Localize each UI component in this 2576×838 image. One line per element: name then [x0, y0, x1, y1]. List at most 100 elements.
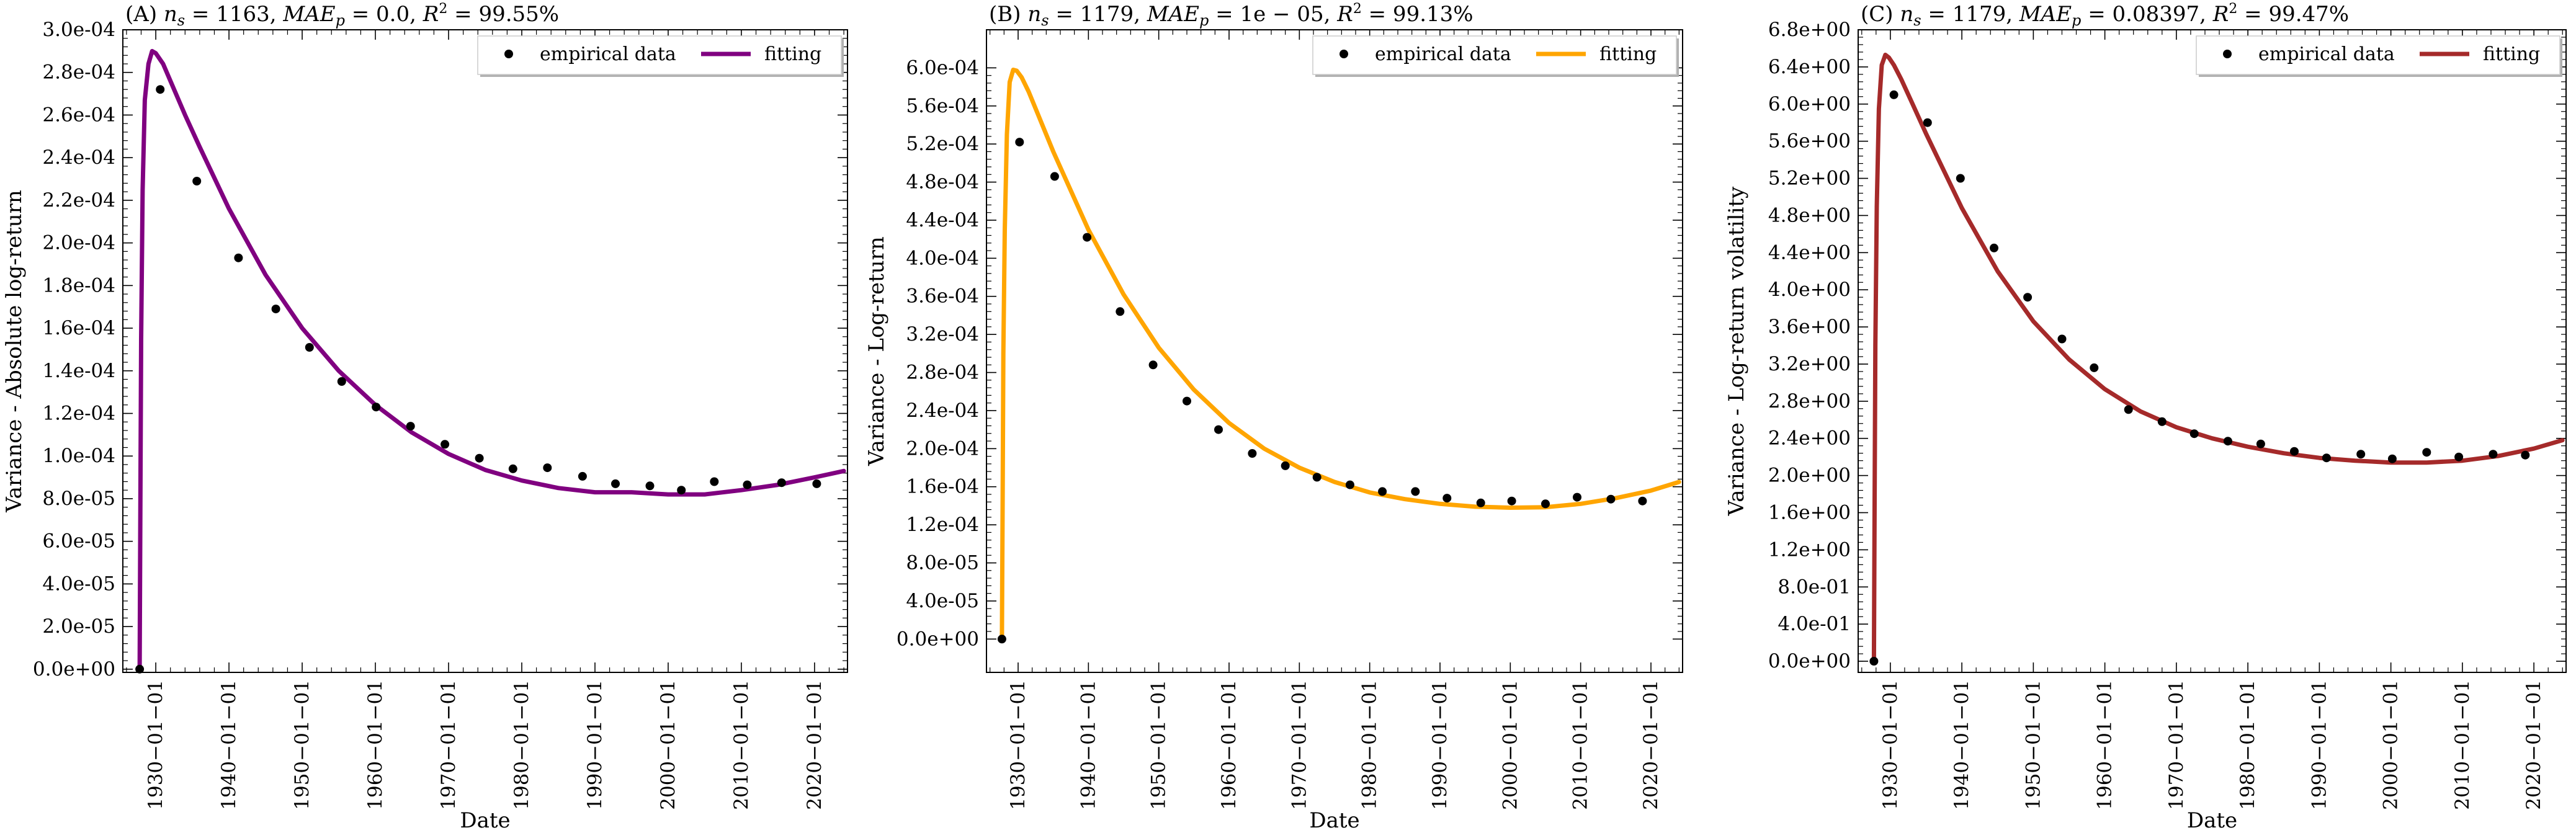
panel-b-x-tick-label: 1950−01−01 [1148, 680, 1170, 810]
panel-a-y-tick-label: 2.4e-04 [42, 146, 115, 169]
panel-b-frame [986, 29, 1683, 673]
panel-b-data-point [1148, 360, 1158, 370]
panel-c-x-tick-label: 1990−01−01 [2308, 680, 2330, 810]
panel-b-data-point [1183, 396, 1191, 406]
panel-c-data-point [2422, 448, 2431, 457]
panel-a-y-tick-label: 0.0e+00 [33, 658, 115, 680]
panel-c-y-tick-label: 5.6e+00 [1768, 130, 1851, 153]
panel-a-data-point [475, 453, 484, 463]
panel-c: (C) ns = 1179, MAEp = 0.08397, R2 = 99.4… [1724, 1, 2567, 833]
panel-b-legend-box [1312, 35, 1677, 75]
panel-b-legend-label-empirical: empirical data [1375, 43, 1511, 65]
panel-b-data-point [1248, 449, 1257, 458]
panel-b-legend-label-fitting: fitting [1599, 43, 1657, 65]
panel-b-x-tick-label: 1980−01−01 [1359, 680, 1381, 810]
panel-a-y-tick-label: 4.0e-05 [42, 573, 115, 595]
panel-c-data-point [1923, 118, 1932, 127]
panel-b-data-point [1015, 138, 1024, 147]
panel-c-data-point [2356, 450, 2366, 459]
panel-c-data-point [2223, 437, 2232, 446]
panel-b-data-point [997, 635, 1006, 644]
panel-a-data-point [812, 479, 821, 488]
panel-a-legend-label-empirical: empirical data [540, 43, 676, 65]
panel-c-y-tick-label: 6.8e+00 [1768, 19, 1851, 41]
panel-b-data-point [1638, 496, 1647, 506]
panel-c-y-tick-label: 4.0e-01 [1778, 613, 1851, 635]
panel-b-y-tick-label: 5.2e-04 [906, 133, 979, 155]
panel-c-y-axis-label: Variance - Log-return volatility [1724, 186, 1749, 516]
panel-c-y-tick-label: 1.6e+00 [1768, 501, 1851, 524]
panel-c-y-tick-label: 4.0e+00 [1768, 279, 1851, 301]
panel-a-title: (A) ns = 1163, MAEp = 0.0, R2 = 99.55% [125, 1, 559, 29]
panel-c-y-tick-label: 3.2e+00 [1768, 353, 1851, 375]
panel-a-x-tick-label: 2020−01−01 [803, 680, 826, 810]
panel-a-data-point [441, 440, 450, 449]
panel-b-title: (B) ns = 1179, MAEp = 1e − 05, R2 = 99.1… [989, 1, 1474, 29]
panel-c-legend: empirical data fitting [2196, 35, 2562, 77]
panel-b-y-tick-label: 2.8e-04 [906, 362, 979, 384]
panel-b-x-tick-label: 1940−01−01 [1077, 680, 1099, 810]
panel-c-y-tick-label: 2.8e+00 [1768, 390, 1851, 412]
panel-a-y-tick-label: 3.0e-04 [42, 19, 115, 41]
panel-a-y-tick-label: 1.0e-04 [42, 445, 115, 467]
panel-a-data-point [677, 486, 686, 495]
panel-a-data-point [578, 471, 587, 481]
panel-a-y-tick-label: 8.0e-05 [42, 488, 115, 510]
panel-a-y-tick-label: 1.8e-04 [42, 274, 115, 296]
panel-a-y-tick-label: 2.0e-04 [42, 232, 115, 254]
panel-a-x-tick-label: 1960−01−01 [364, 680, 387, 810]
panel-c-y-tick-label: 4.4e+00 [1768, 241, 1851, 264]
panel-b-x-tick-label: 1930−01−01 [1007, 680, 1029, 810]
panel-a-y-axis-label: Variance - Absolute log-return [2, 190, 27, 513]
panel-a-y-tick-label: 1.2e-04 [42, 403, 115, 425]
panel-b-x-tick-label: 2000−01−01 [1499, 680, 1521, 810]
panel-a-data-point [777, 478, 786, 488]
panel-c-data-point [2090, 363, 2099, 372]
panel-b-x-tick-label: 2010−01−01 [1570, 680, 1592, 810]
panel-b-data-point [1606, 494, 1616, 504]
panel-c-y-tick-label: 8.0e-01 [1778, 576, 1851, 598]
panel-b-x-tick-label: 2020−01−01 [1640, 680, 1662, 810]
panel-a-data-point [743, 480, 752, 489]
panel-a-x-tick-label: 1950−01−01 [291, 680, 313, 810]
panel-b-y-tick-label: 5.6e-04 [906, 95, 979, 117]
panel-b-data-point [1411, 487, 1420, 496]
panel-c-data-point [2387, 454, 2397, 463]
panel-c-data-point [1889, 90, 1898, 99]
panel-c-x-tick-label: 1930−01−01 [1879, 680, 1902, 810]
panel-c-y-tick-label: 1.2e+00 [1768, 538, 1851, 561]
panel-c-x-tick-label: 2010−01−01 [2451, 680, 2474, 810]
panel-b-data-point [1507, 496, 1516, 506]
panel-a-x-tick-label: 2010−01−01 [730, 680, 753, 810]
panel-a-y-tick-label: 2.2e-04 [42, 189, 115, 212]
panel-c-x-tick-label: 1960−01−01 [2094, 680, 2116, 810]
panel-c-data-point [2057, 334, 2067, 344]
panel-a-data-point [337, 377, 346, 386]
panel-a-y-tick-label: 2.0e-05 [42, 615, 115, 638]
panel-b-data-point [1573, 493, 1581, 502]
panel-b-data-point [1541, 499, 1550, 509]
panel-a-data-point [508, 464, 517, 473]
panel-a-y-tick-label: 2.6e-04 [42, 104, 115, 126]
panel-b-data-point [1281, 461, 1290, 470]
panel-a-data-point [710, 477, 719, 486]
panel-b-data-point [1050, 172, 1059, 181]
panel-b-data-point [1442, 494, 1452, 503]
panel-b-data-point [1378, 487, 1387, 496]
panel-a-fitting-line [137, 48, 846, 672]
panel-b-y-tick-label: 1.6e-04 [906, 476, 979, 498]
panel-b-y-tick-label: 4.0e-04 [906, 247, 979, 269]
panel-a-x-tick-label: 1940−01−01 [218, 680, 240, 810]
panel-c-data-point [2290, 447, 2299, 456]
panel-b-x-tick-label: 1970−01−01 [1288, 680, 1310, 810]
panel-b-fitting-line [1000, 68, 1681, 641]
panel-a-data-point [372, 403, 381, 412]
panel-b-y-tick-label: 2.0e-04 [906, 437, 979, 460]
panel-c-legend-marker-empirical [2223, 50, 2232, 58]
panel-a-legend-marker-empirical [504, 50, 513, 58]
panel-b-y-tick-label: 2.4e-04 [906, 399, 979, 422]
panel-c-data-point [2489, 450, 2498, 459]
panel-b-data-point [1214, 425, 1223, 434]
panel-a-legend-box [477, 35, 842, 75]
